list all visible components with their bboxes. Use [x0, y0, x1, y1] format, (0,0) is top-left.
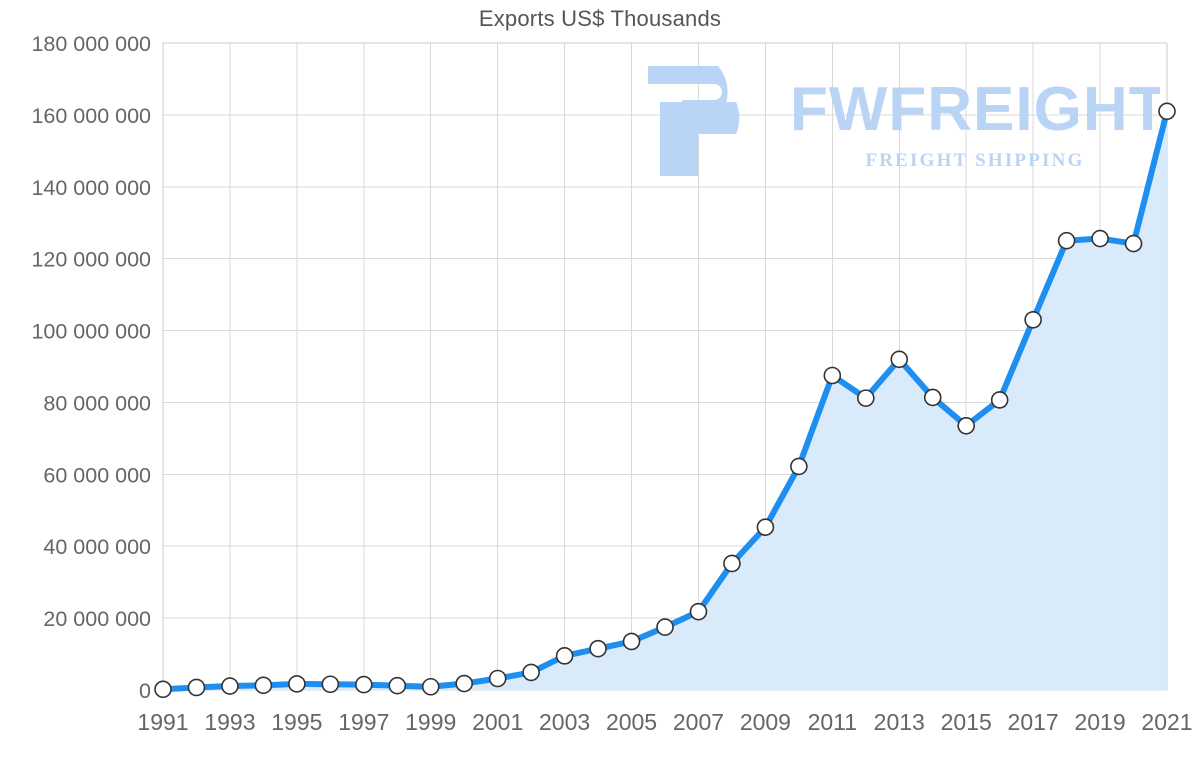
x-axis-tick-label: 1995	[271, 709, 322, 735]
data-point-marker[interactable]	[689, 602, 708, 621]
x-axis-tick-label: 1991	[137, 709, 188, 735]
x-axis-tick-label: 2021	[1141, 709, 1192, 735]
x-axis-tick-label: 1993	[204, 709, 255, 735]
x-axis-tick-label: 2015	[941, 709, 992, 735]
x-axis-tick-label: 2007	[673, 709, 724, 735]
data-point-marker[interactable]	[656, 618, 674, 636]
data-point-marker[interactable]	[421, 677, 440, 696]
y-axis-tick-label: 100 000 000	[31, 320, 151, 344]
data-point-marker[interactable]	[1057, 231, 1076, 250]
x-axis-tick-label: 2011	[808, 709, 857, 735]
data-point-marker[interactable]	[455, 674, 474, 693]
data-point-marker[interactable]	[288, 675, 306, 693]
data-point-marker[interactable]	[923, 388, 942, 407]
data-point-marker[interactable]	[823, 366, 842, 385]
data-point-marker[interactable]	[1158, 102, 1176, 121]
data-point-marker[interactable]	[622, 632, 641, 651]
x-axis-tick-label: 2003	[539, 709, 590, 735]
x-axis-tick-label: 2019	[1074, 709, 1125, 735]
y-axis-tick-label: 40 000 000	[43, 535, 151, 559]
x-axis-tick-label: 1999	[405, 709, 456, 735]
y-axis-tick-label: 180 000 000	[31, 32, 151, 56]
y-axis-tick-label: 80 000 000	[43, 391, 151, 415]
data-point-marker[interactable]	[187, 678, 206, 697]
data-point-marker[interactable]	[488, 669, 507, 688]
data-point-marker[interactable]	[388, 676, 407, 695]
data-point-marker[interactable]	[589, 639, 607, 658]
x-axis-tick-label: 2013	[874, 709, 925, 735]
data-point-marker[interactable]	[957, 417, 976, 435]
data-point-marker[interactable]	[890, 350, 909, 369]
series-area-fill	[163, 111, 1167, 691]
x-axis-tick-label: 1997	[338, 709, 389, 735]
y-axis-tick-label: 160 000 000	[31, 104, 151, 128]
x-axis-tick-label: 2005	[606, 709, 657, 735]
data-point-marker[interactable]	[555, 647, 574, 665]
data-point-marker[interactable]	[790, 457, 808, 476]
data-point-marker[interactable]	[1124, 234, 1143, 253]
y-axis-tick-label: 0	[139, 679, 151, 703]
data-point-marker[interactable]	[221, 677, 239, 695]
data-point-marker[interactable]	[1024, 310, 1042, 329]
data-point-marker[interactable]	[723, 554, 741, 573]
data-point-marker[interactable]	[354, 675, 373, 694]
y-axis-tick-label: 140 000 000	[31, 176, 151, 200]
x-axis-tick-label: 2009	[740, 709, 791, 735]
data-point-marker[interactable]	[756, 518, 775, 536]
data-point-marker[interactable]	[321, 675, 340, 694]
data-point-marker[interactable]	[154, 680, 172, 699]
data-point-marker[interactable]	[1091, 229, 1109, 248]
x-axis-tick-label: 2017	[1008, 709, 1059, 735]
chart-title: Exports US$ Thousands	[478, 6, 722, 31]
data-point-marker[interactable]	[856, 389, 875, 407]
y-axis-tick-label: 120 000 000	[31, 248, 151, 272]
y-axis-tick-label: 60 000 000	[43, 463, 151, 487]
x-axis-tick-label: 2001	[472, 709, 523, 735]
data-point-marker[interactable]	[522, 663, 540, 682]
data-point-marker[interactable]	[254, 676, 273, 695]
data-point-marker[interactable]	[990, 391, 1009, 409]
y-axis-tick-label: 20 000 000	[43, 607, 151, 631]
